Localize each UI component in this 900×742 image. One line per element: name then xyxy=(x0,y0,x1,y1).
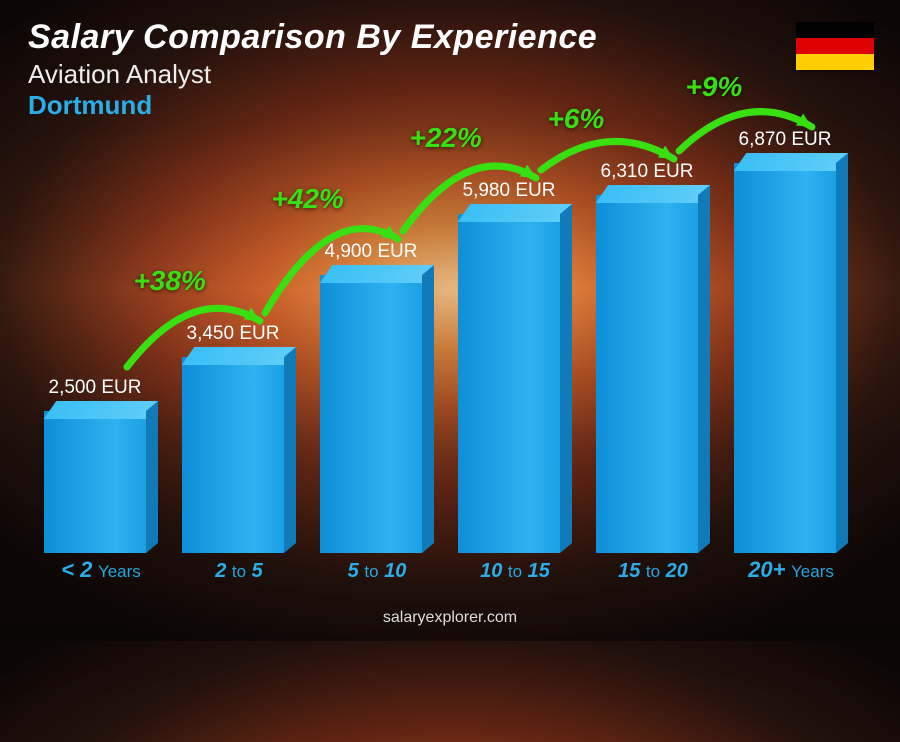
bar-top-face xyxy=(596,185,711,203)
bar-front-face xyxy=(320,275,422,553)
bar xyxy=(44,411,146,553)
bar-side-face xyxy=(560,204,572,553)
bar-value-label: 6,310 EUR xyxy=(577,161,717,183)
bar-value-label: 3,450 EUR xyxy=(163,323,303,345)
bar-top-face xyxy=(734,153,849,171)
bar-side-face xyxy=(146,401,158,553)
bar-front-face xyxy=(44,411,146,553)
bar-category-label: 15 to 20 xyxy=(584,560,722,583)
bar-value-label: 4,900 EUR xyxy=(301,241,441,263)
bar xyxy=(734,163,836,553)
bar-front-face xyxy=(734,163,836,553)
bar-category-label: 5 to 10 xyxy=(308,560,446,583)
growth-percent-label: +22% xyxy=(409,122,481,154)
growth-percent-label: +42% xyxy=(271,183,343,215)
bar xyxy=(182,357,284,553)
bar-top-face xyxy=(182,347,297,365)
bar-value-label: 2,500 EUR xyxy=(25,377,165,399)
bar xyxy=(596,195,698,553)
bar-side-face xyxy=(698,185,710,553)
country-flag xyxy=(796,22,874,70)
footer-credit: salaryexplorer.com xyxy=(0,609,900,627)
growth-percent-label: +6% xyxy=(547,103,604,135)
bar-top-face xyxy=(458,204,573,222)
bar-side-face xyxy=(422,265,434,553)
bar xyxy=(320,275,422,553)
job-title: Aviation Analyst xyxy=(28,59,597,90)
bar xyxy=(458,214,560,553)
bar-front-face xyxy=(182,357,284,553)
flag-stripe-1 xyxy=(796,22,874,38)
bar-front-face xyxy=(596,195,698,553)
bar-category-label: 10 to 15 xyxy=(446,560,584,583)
flag-stripe-3 xyxy=(796,54,874,70)
bar-category-label: 20+ Years xyxy=(722,557,860,583)
chart-title: Salary Comparison By Experience xyxy=(28,18,597,57)
growth-percent-label: +38% xyxy=(133,265,205,297)
flag-stripe-2 xyxy=(796,38,874,54)
bar-top-face xyxy=(320,265,435,283)
bar-value-label: 6,870 EUR xyxy=(715,129,855,151)
bar-side-face xyxy=(284,347,296,553)
growth-percent-label: +9% xyxy=(685,71,742,103)
bar-front-face xyxy=(458,214,560,553)
bar-category-label: 2 to 5 xyxy=(170,560,308,583)
bar-side-face xyxy=(836,153,848,553)
bar-category-label: < 2 Years xyxy=(32,557,170,583)
bar-chart: 2,500 EUR< 2 Years3,450 EUR2 to 5+38%4,9… xyxy=(32,101,858,581)
bar-top-face xyxy=(44,401,159,419)
bar-value-label: 5,980 EUR xyxy=(439,180,579,202)
